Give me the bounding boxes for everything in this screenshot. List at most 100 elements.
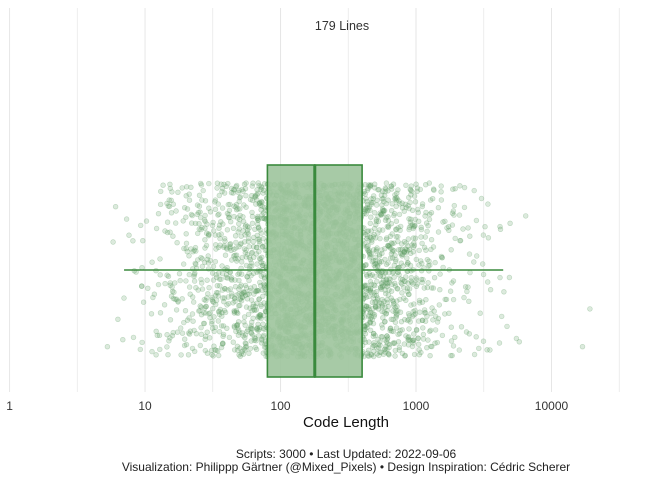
point xyxy=(425,280,431,286)
point xyxy=(170,201,177,207)
point xyxy=(473,334,479,340)
point xyxy=(374,197,380,204)
point xyxy=(406,205,412,212)
point xyxy=(432,340,438,346)
point xyxy=(388,245,394,252)
point xyxy=(413,283,420,289)
point xyxy=(413,181,419,187)
point xyxy=(161,302,168,308)
point xyxy=(245,223,251,230)
point xyxy=(198,226,204,233)
point xyxy=(166,197,172,203)
point xyxy=(411,240,417,246)
point xyxy=(402,353,408,359)
point xyxy=(371,289,377,296)
point xyxy=(255,333,262,339)
point xyxy=(378,286,384,293)
point xyxy=(382,346,388,352)
point xyxy=(378,192,385,198)
point xyxy=(201,320,207,327)
point xyxy=(157,346,163,353)
point xyxy=(242,322,248,328)
point xyxy=(258,282,264,289)
x-tick-label-0: 1 xyxy=(6,399,13,413)
point xyxy=(257,227,263,233)
point xyxy=(428,237,435,243)
point xyxy=(374,345,380,351)
point xyxy=(231,347,238,353)
point xyxy=(392,353,398,359)
point xyxy=(394,298,400,304)
point xyxy=(238,282,244,288)
point xyxy=(442,296,448,303)
point xyxy=(419,203,425,210)
point xyxy=(158,188,164,195)
point xyxy=(234,343,241,349)
point xyxy=(402,246,409,252)
point xyxy=(253,244,260,251)
point xyxy=(362,231,369,238)
point xyxy=(257,313,263,319)
point xyxy=(497,226,504,233)
point xyxy=(446,227,452,234)
point xyxy=(376,258,383,264)
point xyxy=(399,251,405,258)
point xyxy=(379,196,385,202)
point xyxy=(193,261,199,267)
box-upper-half xyxy=(313,164,363,378)
point xyxy=(232,233,239,239)
point xyxy=(513,335,520,342)
point xyxy=(392,347,398,354)
point xyxy=(379,202,385,208)
point xyxy=(252,194,259,200)
point xyxy=(384,299,390,306)
point xyxy=(218,219,224,225)
point xyxy=(221,181,227,188)
point xyxy=(366,204,373,210)
point xyxy=(409,222,416,228)
point xyxy=(393,308,399,314)
point xyxy=(414,327,420,333)
point xyxy=(258,312,264,318)
point xyxy=(261,215,267,222)
point xyxy=(242,224,249,230)
point xyxy=(371,353,377,360)
point xyxy=(378,211,384,217)
point xyxy=(387,327,393,334)
point xyxy=(371,292,377,298)
point xyxy=(231,324,238,330)
point xyxy=(450,343,457,349)
point xyxy=(216,352,222,359)
point xyxy=(409,338,416,344)
point xyxy=(261,284,267,290)
point xyxy=(426,268,432,274)
point xyxy=(430,196,436,202)
point xyxy=(382,270,388,276)
point xyxy=(419,299,426,305)
point xyxy=(191,273,197,280)
point xyxy=(169,333,176,339)
point xyxy=(209,325,216,331)
point xyxy=(386,279,392,286)
point xyxy=(215,244,222,251)
point xyxy=(219,287,226,293)
point xyxy=(168,293,175,299)
point xyxy=(232,295,238,301)
point xyxy=(203,297,209,304)
point xyxy=(391,248,397,254)
point xyxy=(193,285,199,291)
point xyxy=(369,237,375,243)
point xyxy=(367,288,374,294)
point xyxy=(235,332,242,338)
point xyxy=(366,339,372,345)
point xyxy=(162,280,168,287)
point xyxy=(192,260,198,267)
point xyxy=(204,256,211,263)
point xyxy=(446,310,452,316)
x-tick-label-3: 1000 xyxy=(403,399,430,413)
point xyxy=(404,285,411,291)
point xyxy=(379,281,385,287)
point xyxy=(371,232,377,238)
point xyxy=(202,259,208,266)
point xyxy=(389,208,395,214)
